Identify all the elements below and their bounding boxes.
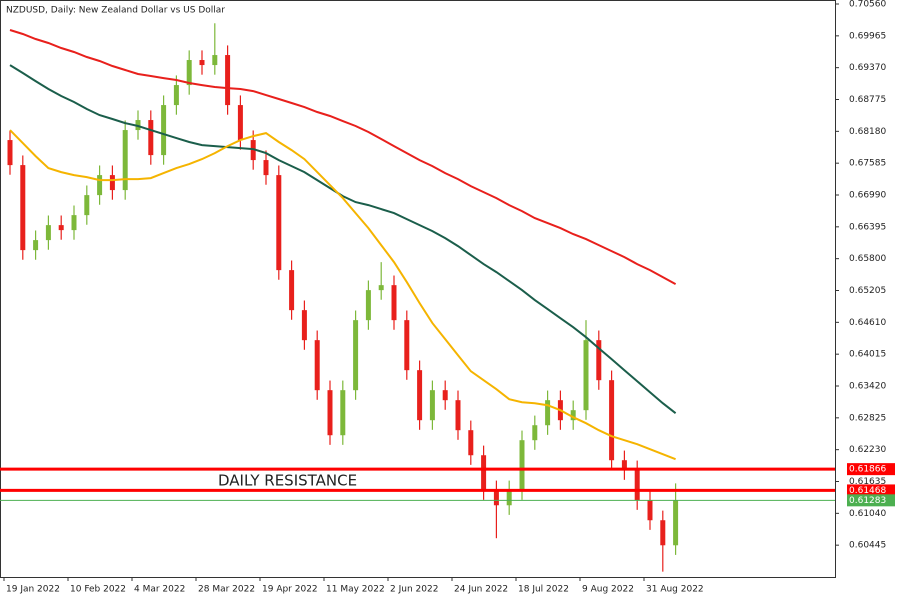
candle-body [417,370,423,421]
candle-body [225,55,231,106]
y-tick-label: 0.70560 [849,0,886,10]
price-label: 0.61866 [849,465,886,475]
candle-body [481,455,487,491]
x-tick-label: 9 Aug 2022 [582,585,634,595]
candle-body [161,105,167,156]
x-tick-label: 4 Mar 2022 [134,585,185,595]
candle-body [583,340,589,411]
candle-body [97,175,103,196]
candle-body [33,240,39,251]
candle-body [660,520,666,546]
candle-body [237,105,243,141]
candle-body [199,60,205,66]
chart-title: NZDUSD, Daily: New Zealand Dollar vs US … [6,6,225,16]
plot-frame [0,0,836,578]
y-tick-label: 0.66395 [849,222,886,232]
moving-average [9,29,677,285]
y-tick-label: 0.64610 [849,318,886,328]
candle-body [545,400,551,426]
candle-body [20,165,26,251]
candle-body [493,490,499,506]
price-label-box [847,484,895,497]
x-tick-label: 28 Mar 2022 [198,585,255,595]
candle-body [621,460,627,471]
price-label-box [847,463,895,476]
candle-body [7,140,13,166]
moving-average [9,64,677,414]
candle-body [148,120,154,156]
candle-body [609,380,615,461]
x-tick-label: 2 Jun 2022 [390,585,438,595]
annotation: DAILY RESISTANCE [218,472,357,490]
candle-body [45,225,51,241]
candle-body [506,490,512,506]
candle-body [634,470,640,501]
y-tick-label: 0.68775 [849,95,886,105]
y-tick-label: 0.61040 [849,509,886,519]
y-tick-label: 0.65205 [849,286,886,296]
candle-body [353,320,359,391]
candle-body [519,440,525,491]
candle-body [84,195,90,216]
x-tick-label: 24 Jun 2022 [454,585,508,595]
candle-body [327,390,333,436]
candle-body [365,290,371,321]
price-label: 0.61468 [849,486,886,496]
candle-body [173,85,179,106]
candle-body [378,285,384,291]
y-tick-label: 0.63420 [849,382,886,392]
y-tick-label: 0.69370 [849,63,886,73]
y-tick-label: 0.67585 [849,159,886,169]
candle-body [673,500,679,546]
candle-body [429,390,435,421]
candle-body [212,55,218,66]
y-tick-label: 0.65800 [849,254,886,264]
candle-body [340,390,346,436]
candle-body [263,160,269,176]
candle-body [404,320,410,371]
candle-body [596,340,602,381]
x-tick-label: 10 Feb 2022 [70,585,126,595]
candle-body [71,215,77,231]
x-tick-label: 19 Jan 2022 [6,585,60,595]
y-tick-label: 0.60445 [849,541,886,551]
candle-body [122,130,128,191]
x-tick-label: 19 Apr 2022 [262,585,318,595]
y-tick-label: 0.62230 [849,445,886,455]
candle-body [109,175,115,191]
x-tick-label: 18 Jul 2022 [518,585,569,595]
candle-body [186,60,192,86]
y-tick-label: 0.62825 [849,413,886,423]
candle-body [289,270,295,311]
candle-body [58,225,64,231]
candle-body [468,430,474,456]
y-tick-label: 0.66990 [849,191,886,201]
y-tick-label: 0.69965 [849,31,886,41]
candle-body [301,310,307,341]
y-tick-label: 0.64015 [849,350,886,360]
moving-average [9,129,676,461]
candle-body [391,285,397,321]
candle-body [570,410,576,421]
price-label-box [847,494,895,507]
x-tick-label: 31 Aug 2022 [646,585,704,595]
candle-body [276,175,282,271]
candle-body [455,400,461,431]
candle-body [532,425,538,441]
candle-body [314,340,320,391]
price-label: 0.61283 [849,496,886,506]
y-tick-label: 0.61635 [849,477,886,487]
x-tick-label: 11 May 2022 [326,585,385,595]
candle-body [442,390,448,401]
candle-body [647,500,653,521]
y-tick-label: 0.68180 [849,127,886,137]
